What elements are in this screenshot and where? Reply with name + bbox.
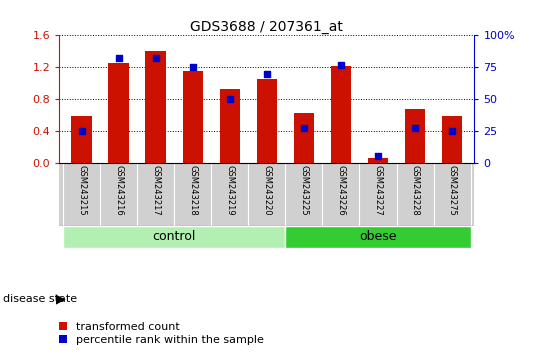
Bar — [108, 63, 129, 162]
Text: GSM243219: GSM243219 — [225, 165, 234, 216]
Text: GSM243275: GSM243275 — [447, 165, 457, 216]
Bar — [183, 71, 203, 162]
Text: GSM243225: GSM243225 — [299, 165, 308, 216]
Bar — [368, 158, 388, 162]
Point — [300, 125, 308, 131]
Point — [77, 128, 86, 133]
Bar — [219, 88, 240, 162]
Bar — [294, 113, 314, 162]
Bar — [71, 116, 92, 162]
Legend: transformed count, percentile rank within the sample: transformed count, percentile rank withi… — [59, 321, 264, 345]
Text: GSM243228: GSM243228 — [411, 165, 419, 216]
Bar — [331, 65, 351, 162]
Text: disease state: disease state — [3, 294, 77, 304]
Bar — [405, 109, 425, 162]
Text: GSM243226: GSM243226 — [336, 165, 345, 216]
Title: GDS3688 / 207361_at: GDS3688 / 207361_at — [190, 21, 343, 34]
Text: ▶: ▶ — [56, 293, 65, 306]
Bar — [442, 116, 462, 162]
Bar — [146, 51, 166, 162]
Point — [336, 62, 345, 68]
Text: GSM243220: GSM243220 — [262, 165, 271, 216]
Text: GSM243218: GSM243218 — [188, 165, 197, 216]
Bar — [63, 226, 285, 248]
Point — [448, 128, 457, 133]
Text: GSM243216: GSM243216 — [114, 165, 123, 216]
Text: GSM243227: GSM243227 — [374, 165, 383, 216]
Text: GSM243217: GSM243217 — [151, 165, 160, 216]
Point — [262, 71, 271, 76]
Point — [411, 125, 419, 131]
Text: GSM243215: GSM243215 — [77, 165, 86, 216]
Point — [151, 56, 160, 61]
Point — [225, 96, 234, 102]
Point — [374, 153, 382, 159]
Bar — [285, 226, 471, 248]
Text: control: control — [153, 230, 196, 244]
Text: obese: obese — [359, 230, 397, 244]
Point — [114, 56, 123, 61]
Bar — [257, 79, 277, 162]
Point — [189, 64, 197, 70]
